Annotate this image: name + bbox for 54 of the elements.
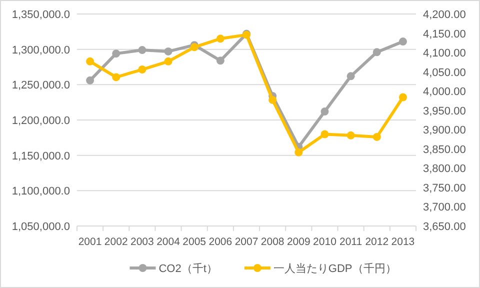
y2-tick-label: 4,000.00 [423,86,466,98]
y-tick-label: 1,150,000.0 [12,150,70,162]
y2-tick-label: 4,150.00 [423,28,466,40]
point [372,132,381,141]
point [216,34,224,43]
point [86,57,94,66]
y-tick-label: 1,350,000.0 [12,9,70,21]
x-tick-label: 2005 [182,236,206,248]
y2-tick-label: 4,050.00 [423,66,466,79]
y2-tick-label: 3,900.00 [423,124,466,137]
y-tick-label: 1,300,000.0 [12,44,70,56]
point [346,131,355,140]
point [294,148,303,156]
x-tick-label: 2006 [208,236,232,248]
point [398,93,407,102]
point [138,46,146,54]
y-tick-label: 1,250,000.0 [12,80,70,92]
y-tick-label: 1,100,000.0 [12,186,70,198]
point [320,108,329,116]
point [164,57,172,66]
x-tick-label: 2001 [78,236,102,248]
point [216,56,224,65]
point [372,48,381,56]
x-tick-label: 2013 [391,236,415,248]
point [112,73,120,82]
point [138,66,146,74]
point [86,76,94,84]
legend-label: 一人当たりGDP（千円） [273,262,396,275]
legend-label: CO2（千t） [158,262,218,275]
y2-tick-label: 3,750.00 [423,182,466,194]
y-tick-label: 1,050,000.0 [12,221,70,233]
point [164,47,172,56]
y2-tick-label: 3,850.00 [423,144,466,156]
x-tick-label: 2007 [234,236,258,248]
y2-tick-label: 4,100.00 [423,48,466,60]
x-tick-label: 2010 [313,236,337,248]
x-tick-label: 2003 [130,236,154,248]
y-tick-label: 1,200,000.0 [12,115,70,127]
y2-tick-label: 3,950.00 [423,105,466,118]
x-tick-label: 2012 [365,236,389,248]
x-tick-label: 2008 [260,236,284,248]
y2-tick-label: 4,200.00 [423,9,466,21]
x-tick-label: 2004 [156,236,180,248]
x-tick-label: 2009 [286,236,310,248]
point [346,72,355,80]
y2-tick-label: 3,700.00 [423,202,466,214]
y2-tick-label: 3,800.00 [423,163,466,176]
x-tick-label: 2002 [104,236,128,248]
point [268,96,277,104]
x-tick-label: 2011 [340,236,362,248]
y2-tick-label: 3,650.00 [423,221,466,233]
point [320,130,329,138]
point [398,38,407,46]
point [112,50,120,58]
